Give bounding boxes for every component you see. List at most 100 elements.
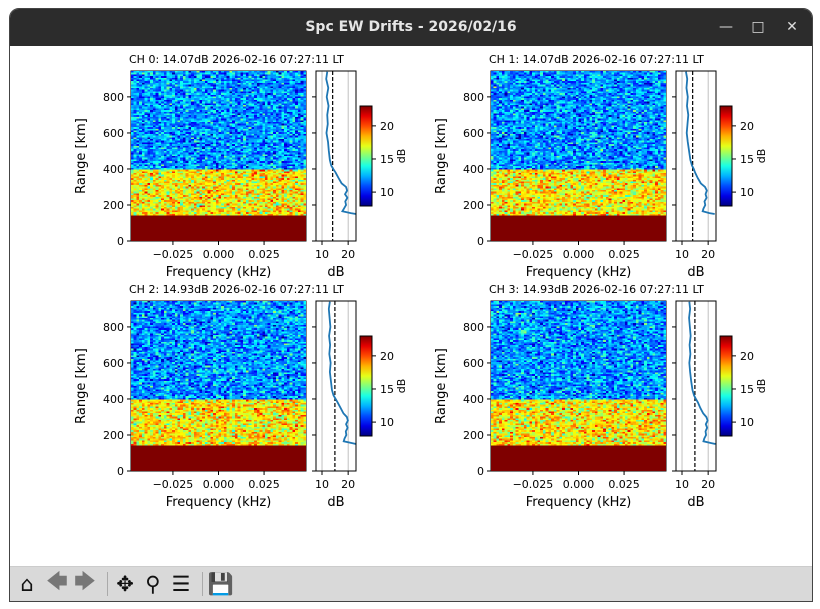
power-profile-line	[685, 71, 715, 215]
toolbar-separator	[202, 572, 203, 596]
profile-x-tick-label: 20	[341, 248, 355, 261]
profile-x-tick-label: 20	[701, 478, 715, 491]
x-tick-label: −0.025	[513, 248, 554, 261]
y-tick-label: 0	[477, 235, 484, 248]
colorbar-tick-label: 15	[740, 153, 754, 166]
save-icon[interactable]: 💾	[207, 571, 235, 596]
panel-title: CH 3: 14.93dB 2026-02-16 07:27:11 LT	[489, 283, 704, 296]
y-tick-label: 400	[463, 393, 484, 406]
back-arrow-icon[interactable]: 🡄	[46, 568, 68, 593]
x-tick-label: −0.025	[153, 248, 194, 261]
y-tick-label: 0	[117, 235, 124, 248]
pan-icon[interactable]: ✥	[116, 572, 134, 596]
profile-x-tick-label: 10	[675, 478, 689, 491]
profile-x-tick-label: 10	[315, 478, 329, 491]
x-axis-label: Frequency (kHz)	[526, 495, 632, 510]
profile-x-label: dB	[687, 495, 704, 510]
spectrogram-heatmap	[491, 301, 666, 471]
colorbar-tick-label: 10	[380, 186, 394, 199]
y-tick-label: 0	[117, 465, 124, 478]
y-tick-label: 200	[463, 429, 484, 442]
colorbar-tick-label: 15	[380, 383, 394, 396]
profile-x-tick-label: 20	[701, 248, 715, 261]
x-tick-label: −0.025	[153, 478, 194, 491]
profile-x-label: dB	[327, 495, 344, 510]
profile-x-tick-label: 10	[315, 248, 329, 261]
y-tick-label: 200	[103, 199, 124, 212]
x-tick-label: 0.000	[563, 478, 595, 491]
minimize-icon[interactable]: —	[719, 19, 733, 35]
toolbar-separator	[107, 572, 108, 596]
colorbar-label: dB	[755, 379, 768, 394]
profile-x-tick-label: 20	[341, 478, 355, 491]
y-tick-label: 200	[463, 199, 484, 212]
configure-subplots-icon[interactable]: ☰	[171, 572, 191, 596]
colorbar	[719, 335, 733, 437]
figure-svg: CH 0: 14.07dB 2026-02-16 07:27:11 LT0200…	[74, 53, 768, 510]
panel-title: CH 1: 14.07dB 2026-02-16 07:27:11 LT	[489, 53, 704, 66]
maximize-icon[interactable]: □	[751, 19, 765, 35]
colorbar-tick-label: 20	[380, 120, 394, 133]
figure-canvas[interactable]: CH 0: 14.07dB 2026-02-16 07:27:11 LT 0 200…	[10, 46, 812, 566]
panel-title: CH 0: 14.07dB 2026-02-16 07:27:11 LT	[129, 53, 344, 66]
window-title: Spc EW Drifts - 2026/02/16	[305, 19, 517, 35]
y-tick-label: 600	[463, 127, 484, 140]
y-tick-label: 600	[463, 357, 484, 370]
colorbar	[359, 335, 373, 437]
profile-x-label: dB	[327, 265, 344, 280]
y-tick-label: 600	[103, 357, 124, 370]
colorbar-tick-label: 15	[740, 383, 754, 396]
x-tick-label: 0.025	[248, 248, 280, 261]
y-tick-label: 600	[103, 127, 124, 140]
spectrogram-heatmap	[131, 71, 306, 241]
y-tick-label: 400	[103, 393, 124, 406]
figure-window: Spc EW Drifts - 2026/02/16 — □ ✕ CH 0: 1…	[9, 8, 813, 602]
home-icon[interactable]: ⌂	[20, 572, 34, 596]
x-tick-label: −0.025	[513, 478, 554, 491]
close-icon[interactable]: ✕	[786, 19, 798, 35]
y-tick-label: 800	[463, 91, 484, 104]
colorbar	[719, 105, 733, 207]
x-tick-label: 0.025	[608, 478, 640, 491]
panel-title: CH 2: 14.93dB 2026-02-16 07:27:11 LT	[129, 283, 344, 296]
x-tick-label: 0.000	[203, 478, 235, 491]
colorbar-label: dB	[395, 379, 408, 394]
y-tick-label: 800	[463, 321, 484, 334]
y-tick-label: 200	[103, 429, 124, 442]
y-tick-label: 400	[103, 163, 124, 176]
power-profile-line	[688, 301, 716, 445]
profile-frame	[315, 70, 357, 242]
y-axis-label: Range [km]	[74, 118, 89, 194]
colorbar	[359, 105, 373, 207]
colorbar-tick-label: 20	[380, 350, 394, 363]
x-tick-label: 0.000	[203, 248, 235, 261]
colorbar-tick-label: 10	[740, 186, 754, 199]
y-tick-label: 800	[103, 321, 124, 334]
navigation-toolbar: ⌂ 🡄 🡆 ✥ ⚲ ☰ 💾	[10, 566, 812, 601]
y-tick-label: 0	[477, 465, 484, 478]
colorbar-label: dB	[755, 149, 768, 164]
spectrogram-heatmap	[131, 301, 306, 471]
y-axis-label: Range [km]	[434, 118, 449, 194]
zoom-icon[interactable]: ⚲	[145, 572, 161, 596]
forward-arrow-icon[interactable]: 🡆	[74, 568, 96, 593]
x-tick-label: 0.025	[608, 248, 640, 261]
profile-x-label: dB	[687, 265, 704, 280]
y-tick-label: 800	[103, 91, 124, 104]
x-axis-label: Frequency (kHz)	[526, 265, 632, 280]
colorbar-tick-label: 10	[740, 416, 754, 429]
x-axis-label: Frequency (kHz)	[166, 265, 272, 280]
power-profile-line	[327, 301, 357, 445]
x-tick-label: 0.000	[563, 248, 595, 261]
x-tick-label: 0.025	[248, 478, 280, 491]
colorbar-tick-label: 20	[740, 350, 754, 363]
colorbar-tick-label: 20	[740, 120, 754, 133]
colorbar-tick-label: 15	[380, 153, 394, 166]
profile-frame	[675, 70, 717, 242]
colorbar-label: dB	[395, 149, 408, 164]
profile-frame	[675, 300, 717, 472]
y-axis-label: Range [km]	[74, 348, 89, 424]
power-profile-line	[325, 71, 357, 215]
x-axis-label: Frequency (kHz)	[166, 495, 272, 510]
title-bar: Spc EW Drifts - 2026/02/16 — □ ✕	[10, 9, 812, 46]
